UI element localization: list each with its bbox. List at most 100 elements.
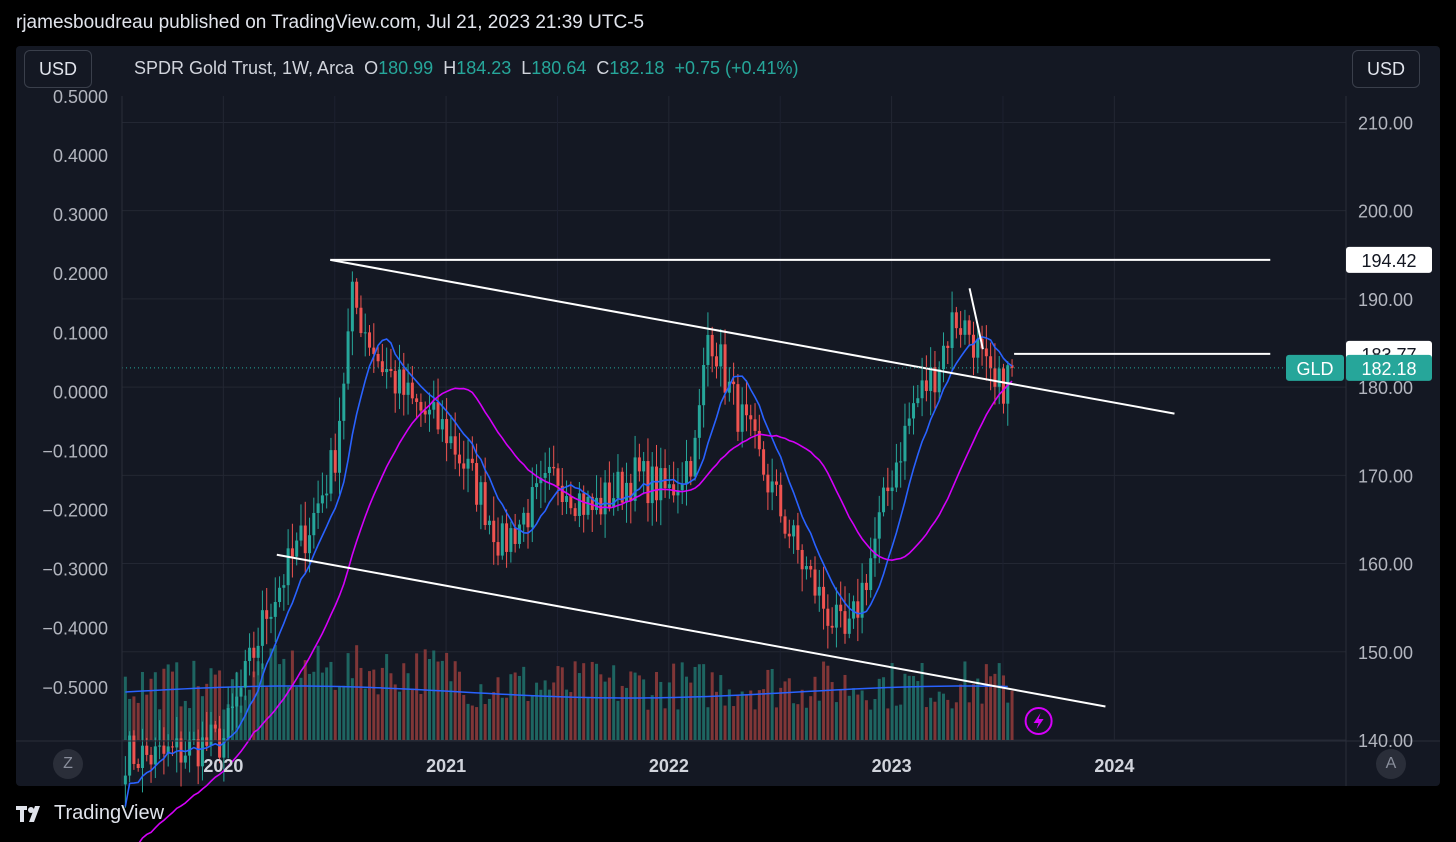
candle-body (547, 466, 551, 474)
volume-bar (603, 681, 607, 740)
volume-bar (175, 662, 179, 740)
candle-body (800, 549, 804, 570)
zoom-z-button[interactable]: Z (53, 749, 83, 779)
x-tick-label: 2022 (649, 756, 689, 776)
volume-bar (145, 694, 149, 740)
candle-body (402, 369, 406, 395)
candle-body (170, 746, 174, 748)
volume-bar (320, 672, 324, 740)
volume-bar (659, 681, 663, 740)
candle-body (556, 468, 560, 486)
candle-body (303, 525, 307, 554)
candle-body (140, 745, 144, 768)
candle-body (397, 369, 401, 394)
right-currency-button[interactable]: USD (1352, 50, 1421, 88)
candle-body (385, 368, 389, 373)
volume-bar (372, 669, 376, 740)
volume-bar (702, 664, 706, 740)
volume-bar (710, 672, 714, 740)
candle-body (380, 361, 384, 373)
volume-bar (136, 702, 140, 740)
candle-body (984, 348, 988, 357)
candle-body (616, 471, 620, 499)
candle-body (603, 482, 607, 515)
candle-body (565, 496, 569, 503)
candle-body (792, 525, 796, 537)
candle-body (136, 763, 140, 768)
candle-body (663, 468, 667, 489)
candle-body (427, 409, 431, 415)
left-currency-button[interactable]: USD (24, 50, 93, 88)
volume-bar (719, 675, 723, 740)
volume-bar (959, 684, 963, 740)
volume-bar (363, 688, 367, 740)
volume-bar (415, 653, 419, 740)
volume-bar (166, 664, 170, 740)
volume-bar (655, 672, 659, 740)
volume-bar (804, 707, 808, 740)
volume-bar (436, 661, 440, 740)
candle-body (213, 724, 217, 729)
volume-bar (132, 696, 136, 740)
candle-body (886, 487, 890, 492)
candle-body (697, 405, 701, 438)
candle-body (475, 463, 479, 505)
candle-body (693, 437, 697, 477)
candle-body (676, 490, 680, 496)
volume-bar (273, 645, 277, 740)
moving-averages (124, 336, 1013, 842)
x-tick-label: 2024 (1094, 756, 1134, 776)
volume-bar (663, 708, 667, 740)
candle-body (599, 497, 603, 515)
candle-body (963, 320, 967, 335)
volume-bar (427, 659, 431, 740)
volume-bar (1010, 690, 1014, 740)
candle-body (368, 332, 372, 348)
candle-body (153, 746, 157, 765)
volume-bar (260, 663, 264, 740)
attribution-text: rjamesboudreau published on TradingView.… (16, 12, 645, 33)
volume-bar (766, 669, 770, 740)
volume-bar (196, 686, 200, 740)
candle-body (432, 402, 436, 410)
volume-bar (586, 698, 590, 740)
volume-bar (714, 691, 718, 740)
auto-scale-button[interactable]: A (1376, 749, 1406, 779)
candle-body (907, 418, 911, 426)
candle-body (132, 735, 136, 764)
candle-body (406, 382, 410, 395)
open-value: 180.99 (378, 58, 434, 78)
volume-bar (346, 653, 350, 740)
candle-body (205, 737, 209, 746)
volume-bar (342, 685, 346, 740)
volume-bar (338, 686, 342, 740)
volume-bar (188, 708, 192, 740)
candle-body (269, 616, 273, 619)
candle-body (286, 548, 290, 586)
candle-body (505, 523, 509, 552)
volume-bar (809, 696, 813, 740)
candle-body (260, 610, 264, 646)
candle-body (308, 535, 312, 554)
volume-bar (303, 660, 307, 740)
candle-body (376, 353, 380, 362)
candle-body (196, 739, 200, 767)
candle-body (389, 368, 393, 372)
chart-frame[interactable] (16, 46, 1440, 786)
volume-bar (200, 696, 204, 740)
volume-bar (856, 694, 860, 740)
volume-bar (727, 689, 731, 740)
candle-body (440, 419, 444, 430)
candle-body (162, 745, 166, 754)
volume-bar (963, 661, 967, 740)
ma-fast-line (124, 336, 1013, 807)
symbol-name: SPDR Gold Trust, 1W, Arca (134, 58, 355, 78)
volume-bar (295, 687, 299, 740)
volume-bar (475, 707, 479, 740)
trendlines (122, 258, 1286, 708)
candle-body (175, 738, 179, 748)
candle-body (787, 533, 791, 537)
candle-body (993, 368, 997, 387)
